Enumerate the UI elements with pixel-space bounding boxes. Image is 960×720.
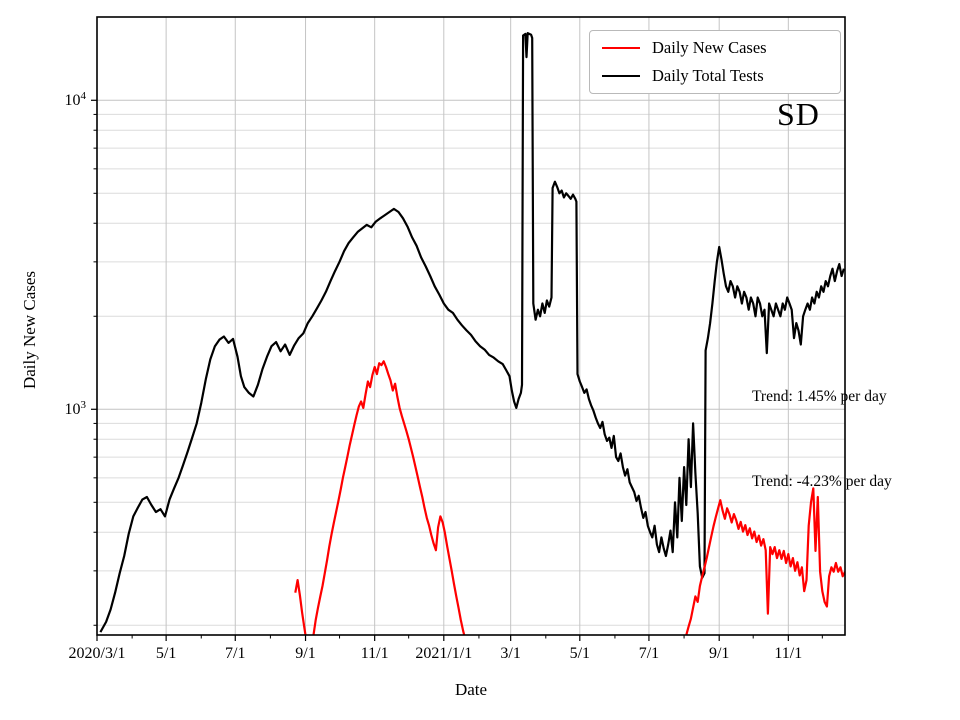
x-tick-label: 7/1	[225, 645, 246, 662]
x-tick-label: 2021/1/1	[415, 645, 473, 662]
x-tick-label: 11/1	[774, 645, 803, 662]
legend-label: Daily New Cases	[652, 38, 767, 57]
trend-annotation-tests: Trend: 1.45% per day	[752, 388, 887, 405]
legend-line-sample-black	[602, 75, 640, 77]
y-tick-label: 104	[64, 90, 87, 110]
x-tick-label: 9/1	[708, 645, 730, 662]
series-line-daily-new-cases	[312, 360, 466, 635]
x-tick-label: 7/1	[638, 645, 660, 662]
legend-item-daily-new-cases: Daily New Cases	[602, 38, 830, 58]
x-tick-label: 9/1	[295, 645, 316, 662]
legend-label: Daily Total Tests	[652, 66, 764, 85]
legend-line-sample-red	[602, 47, 640, 49]
y-axis-label: Daily New Cases	[20, 270, 39, 390]
x-tick-label: 5/1	[569, 645, 591, 662]
series-line-daily-new-cases	[685, 487, 845, 635]
y-tick-label: 103	[64, 399, 87, 419]
series-line-daily-new-cases	[294, 579, 307, 635]
x-tick-label: 11/1	[360, 645, 389, 662]
trend-annotation-cases: Trend: -4.23% per day	[752, 473, 892, 490]
plot-border	[96, 16, 846, 636]
x-axis-label: Date	[454, 680, 488, 699]
legend-item-daily-total-tests: Daily Total Tests	[602, 66, 830, 86]
region-label: SD	[777, 96, 820, 132]
x-tick-label: 2020/3/1	[68, 645, 126, 662]
series-line-daily-total-tests	[99, 32, 845, 633]
legend: Daily New Cases Daily Total Tests	[589, 30, 841, 94]
x-tick-label: 5/1	[155, 645, 177, 662]
x-tick-label: 3/1	[500, 645, 521, 662]
